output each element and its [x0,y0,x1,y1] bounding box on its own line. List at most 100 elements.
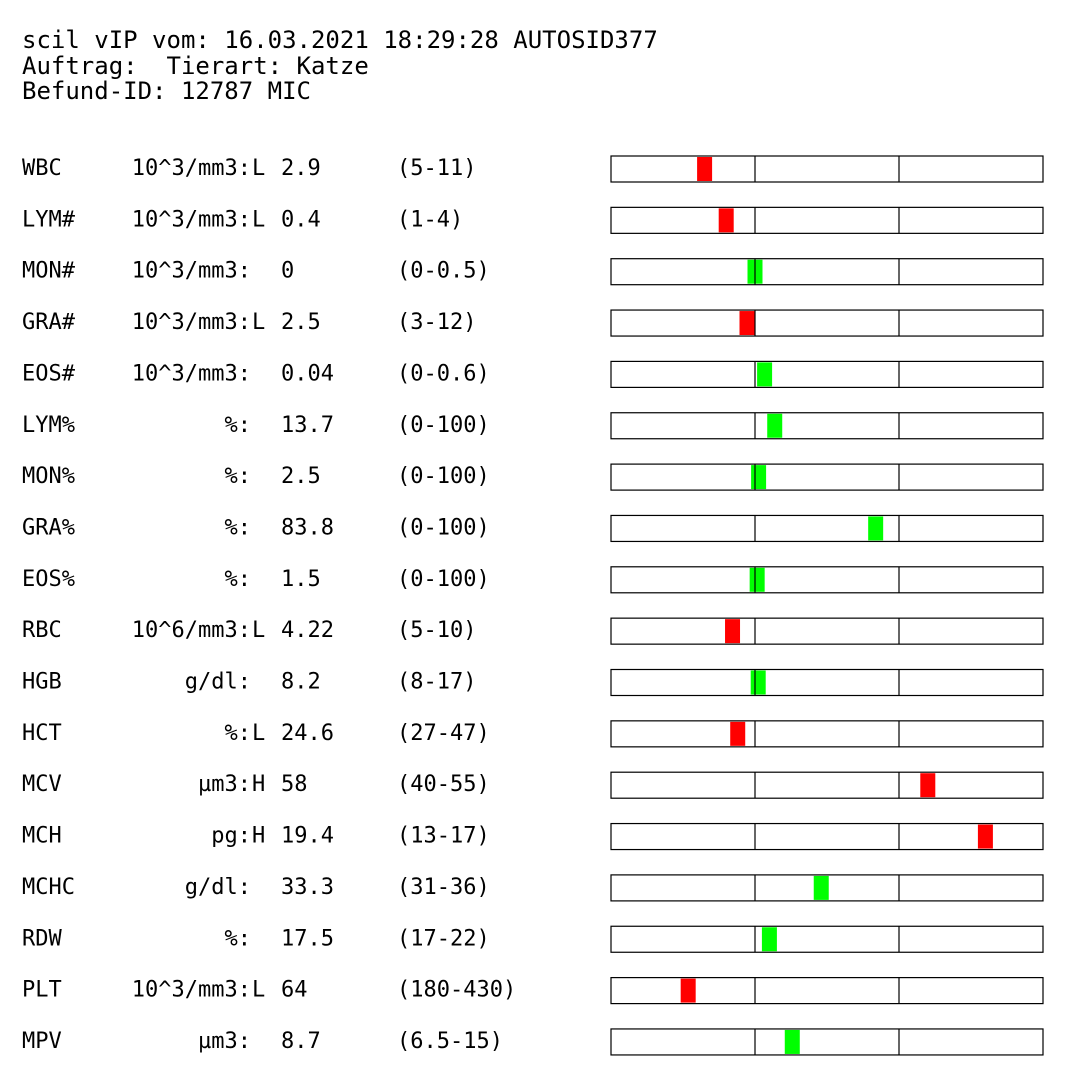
range-bar [610,566,1044,594]
unit: %: [225,464,252,489]
reference-range: (13-17) [397,824,490,849]
value: 24.6 [281,721,334,746]
range-bar [610,822,1044,851]
analyte-name: MCH [22,824,62,849]
analyte-name: GRA# [22,310,76,335]
value-marker [813,875,829,900]
reference-range: (27-47) [397,721,490,746]
range-bar [610,155,1044,183]
range-bar [610,668,1044,697]
analyte-name: WBC [22,156,62,181]
value: 4.22 [281,618,334,643]
value: 1.5 [281,567,321,592]
reference-range: (8-17) [397,670,476,695]
value-marker [739,311,755,336]
value: 13.7 [281,413,334,438]
flag: L [252,310,265,335]
range-bar [610,925,1044,953]
value-marker [784,1029,800,1054]
value: 83.8 [281,515,334,540]
value: 2.9 [281,156,321,181]
flag: L [252,207,265,232]
unit: %: [225,926,252,951]
flag: L [252,618,265,643]
reference-range: (1-4) [397,207,463,232]
analyte-name: MPV [22,1029,62,1054]
reference-range: (17-22) [397,926,490,951]
value: 0.4 [281,207,321,232]
reference-range: (0-100) [397,567,490,592]
unit: g/dl: [185,670,251,695]
value: 8.2 [281,670,321,695]
value-marker [725,619,741,644]
range-bar [610,617,1044,645]
reference-range: (6.5-15) [397,1029,503,1054]
range-bar [610,771,1044,799]
header-line: Befund-ID: 12787 MIC [22,77,311,105]
unit: 10^3/mm3: [132,259,251,284]
value: 2.5 [281,464,321,489]
analyte-name: EOS# [22,361,76,386]
value-marker [757,362,773,387]
value: 19.4 [281,824,334,849]
analyte-name: GRA% [22,515,75,540]
unit: %: [225,567,252,592]
reference-range: (0-100) [397,413,490,438]
analyte-name: RDW [22,926,62,951]
unit: 10^3/mm3: [132,310,251,335]
value: 33.3 [281,875,334,900]
unit: g/dl: [185,875,251,900]
unit: 10^3/mm3: [132,361,251,386]
analyte-name: MON# [22,259,76,284]
value: 0 [281,259,294,284]
analyte-name: LYM% [22,413,75,438]
value: 8.7 [281,1029,321,1054]
unit: %: [225,721,252,746]
value: 64 [281,978,308,1003]
range-bar [610,309,1044,337]
value-marker [750,670,766,695]
reference-range: (3-12) [397,310,476,335]
analyte-name: EOS% [22,567,75,592]
analyte-name: HCT [22,721,62,746]
range-bar [610,720,1044,748]
range-bar [610,463,1044,491]
unit: µm3: [198,1029,251,1054]
range-bar [610,514,1044,543]
value-marker [868,516,884,541]
value-marker [697,157,713,181]
unit: 10^3/mm3: [132,207,251,232]
unit: 10^3/mm3: [132,978,251,1003]
flag: H [252,772,265,797]
value: 2.5 [281,310,321,335]
flag: L [252,721,265,746]
unit: µm3: [198,772,251,797]
value-marker [920,773,936,798]
range-bar [610,360,1044,388]
flag: L [252,156,265,181]
reference-range: (0-100) [397,515,490,540]
range-bar [610,1028,1044,1056]
reference-range: (180-430) [397,978,516,1003]
unit: 10^6/mm3: [132,618,251,643]
header-line: scil vIP vom: 16.03.2021 18:29:28 AUTOSI… [22,26,658,54]
value-marker [718,208,734,233]
value-marker [680,978,696,1003]
analyte-name: MCV [22,772,62,797]
reference-range: (5-11) [397,156,476,181]
value-marker [730,721,746,746]
unit: pg: [211,824,251,849]
reference-range: (40-55) [397,772,490,797]
unit: %: [225,413,252,438]
value: 58 [281,772,308,797]
flag: L [252,978,265,1003]
flag: H [252,824,265,849]
value-marker [751,465,767,490]
analyte-name: MON% [22,464,75,489]
value: 0.04 [281,361,334,386]
value: 17.5 [281,926,334,951]
value-marker [761,927,777,952]
reference-range: (0-0.5) [397,259,490,284]
